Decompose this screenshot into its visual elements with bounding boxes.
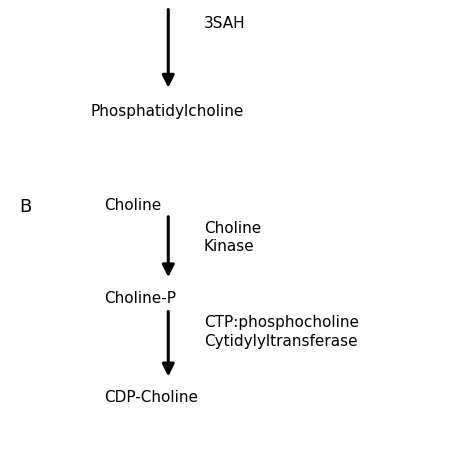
Text: CTP:phosphocholine
Cytidylyltransferase: CTP:phosphocholine Cytidylyltransferase xyxy=(204,315,359,349)
Text: Choline
Kinase: Choline Kinase xyxy=(204,220,261,254)
Text: Phosphatidylcholine: Phosphatidylcholine xyxy=(90,104,244,118)
Text: Choline-P: Choline-P xyxy=(104,291,176,306)
Text: Choline: Choline xyxy=(104,199,162,213)
Text: 3SAH: 3SAH xyxy=(204,16,246,30)
Text: B: B xyxy=(19,199,31,217)
Text: CDP-Choline: CDP-Choline xyxy=(104,390,198,405)
